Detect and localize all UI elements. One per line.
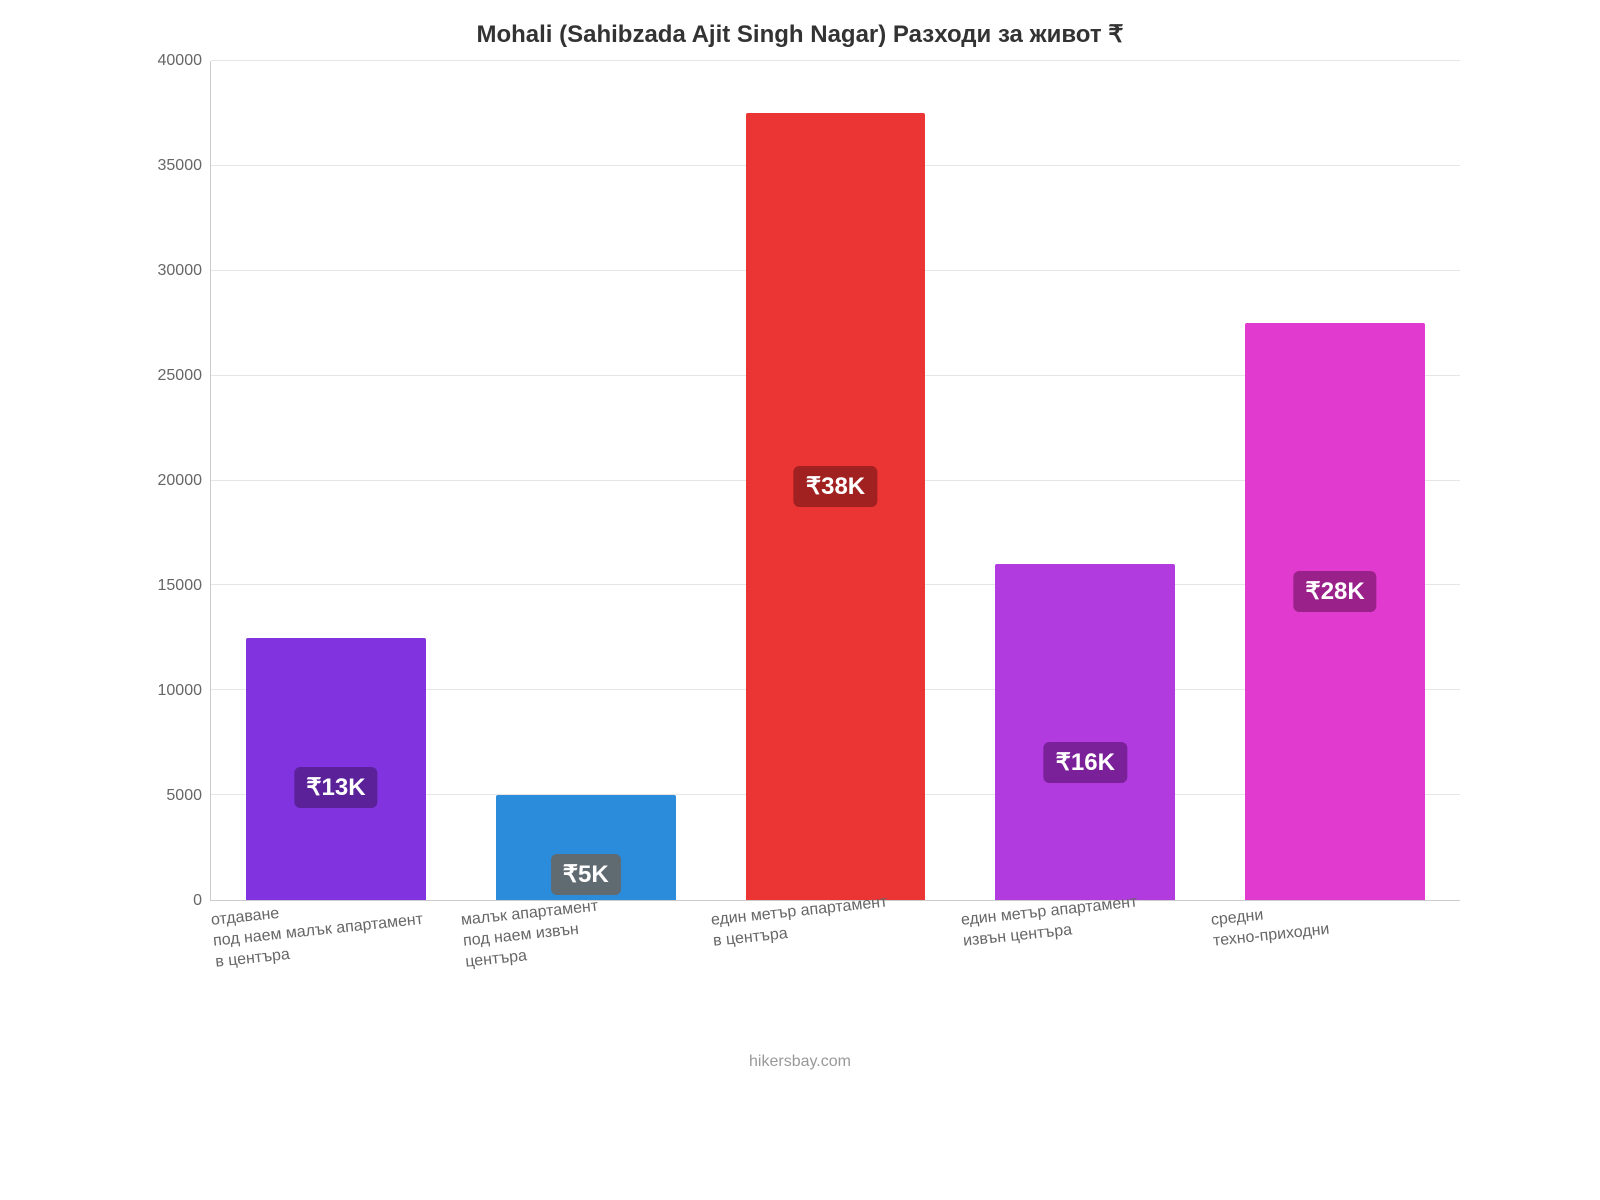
bar: ₹13K — [246, 638, 426, 900]
bars-group: ₹13K ₹5K ₹38K ₹16K ₹28K — [211, 61, 1460, 900]
y-tick: 5000 — [166, 787, 202, 805]
y-tick: 20000 — [158, 472, 203, 490]
bar-slot: ₹28K — [1210, 61, 1460, 900]
bar-value-label: ₹5K — [551, 854, 621, 895]
footer-credit: hikersbay.com — [140, 1053, 1460, 1071]
chart-container: Mohali (Sahibzada Ajit Singh Nagar) Разх… — [140, 20, 1460, 1071]
bar: ₹16K — [995, 564, 1175, 900]
y-tick: 35000 — [158, 157, 203, 175]
bar-slot: ₹5K — [461, 61, 711, 900]
x-tick: малък апартамент под наем извън центъра — [460, 901, 710, 973]
y-tick: 0 — [193, 892, 202, 910]
bar-value-label: ₹16K — [1044, 742, 1127, 783]
bar: ₹28K — [1245, 323, 1425, 900]
y-axis: 0500010000150002000025000300003500040000 — [140, 61, 210, 901]
bar-slot: ₹38K — [711, 61, 961, 900]
x-axis: отдаване под наем малък апартамент в цен… — [210, 901, 1460, 973]
y-tick: 30000 — [158, 262, 203, 280]
chart-title: Mohali (Sahibzada Ajit Singh Nagar) Разх… — [140, 20, 1460, 49]
y-tick: 10000 — [158, 682, 203, 700]
x-tick: един метър апартамент в центъра — [710, 901, 960, 973]
bar: ₹5K — [496, 795, 676, 900]
x-tick: един метър апартамент извън центъра — [960, 901, 1210, 973]
x-tick: отдаване под наем малък апартамент в цен… — [210, 901, 460, 973]
plot-wrap: 0500010000150002000025000300003500040000… — [140, 61, 1460, 901]
plot-area: ₹13K ₹5K ₹38K ₹16K ₹28K — [210, 61, 1460, 901]
bar-value-label: ₹28K — [1293, 571, 1376, 612]
y-tick: 40000 — [158, 52, 203, 70]
y-tick: 15000 — [158, 577, 203, 595]
bar: ₹38K — [746, 113, 926, 900]
x-tick: средни техно-приходни — [1210, 901, 1460, 973]
bar-slot: ₹13K — [211, 61, 461, 900]
bar-value-label: ₹38K — [794, 466, 877, 507]
bar-value-label: ₹13K — [294, 767, 377, 808]
bar-slot: ₹16K — [960, 61, 1210, 900]
y-tick: 25000 — [158, 367, 203, 385]
